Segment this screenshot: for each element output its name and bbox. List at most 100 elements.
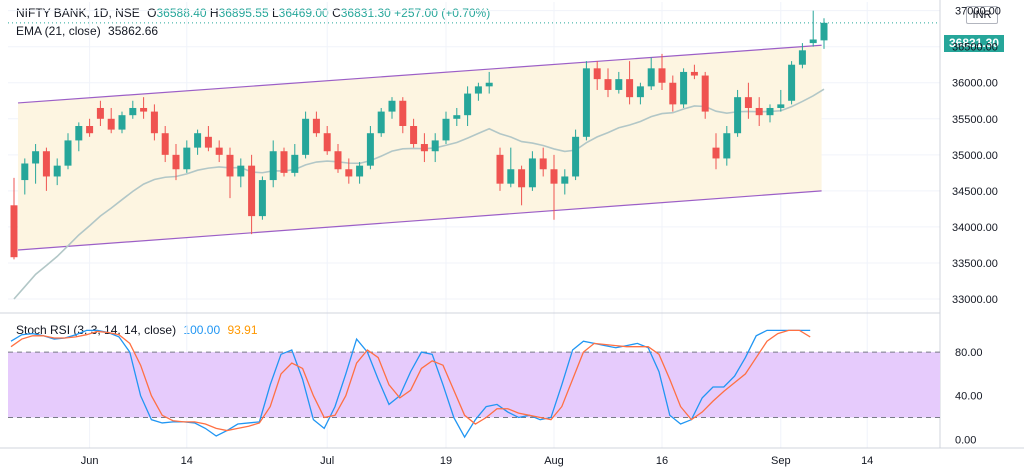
- candle-body: [615, 79, 623, 90]
- candle: [42, 147, 50, 191]
- time-tick-label: Jun: [81, 455, 99, 467]
- candle-body: [215, 147, 223, 155]
- last-price-tag: 36831.30: [944, 35, 1004, 52]
- candle-body: [410, 126, 418, 145]
- ema-label: EMA (21, close): [16, 24, 101, 38]
- candle: [345, 158, 353, 184]
- ema-legend: EMA (21, close) 35862.66: [16, 24, 158, 38]
- stoch-tick-label: 0.00: [955, 434, 976, 446]
- candle-body: [53, 165, 61, 177]
- candle: [777, 89, 785, 112]
- candle: [712, 133, 720, 170]
- candle: [312, 111, 320, 137]
- candle: [183, 140, 191, 173]
- candle-body: [798, 50, 806, 65]
- candle: [723, 126, 731, 166]
- candle-body: [172, 154, 180, 170]
- candle-body: [647, 68, 655, 87]
- stoch-tick-label: 40.00: [955, 391, 983, 403]
- currency-button[interactable]: INR: [966, 6, 998, 24]
- candle-body: [539, 158, 547, 170]
- candle-body: [734, 97, 742, 134]
- candle: [388, 97, 396, 119]
- candle-body: [258, 180, 266, 217]
- candle: [10, 177, 18, 260]
- price-tick-label: 34000.00: [952, 222, 998, 234]
- candle-body: [204, 136, 212, 148]
- ema-line: [13, 88, 825, 300]
- candles: [8, 10, 940, 260]
- candle-body: [453, 115, 461, 119]
- candle-body: [291, 154, 299, 173]
- ema-polyline: [13, 88, 825, 300]
- candle: [820, 18, 828, 49]
- candle: [248, 154, 256, 235]
- candle: [528, 151, 536, 191]
- candle: [593, 61, 601, 90]
- candle: [604, 68, 612, 98]
- candle: [539, 147, 547, 177]
- candle-body: [820, 22, 828, 41]
- price-axis: 33000.00 33500.00 34000.00 34500.00 35000.00…: [952, 6, 1001, 447]
- price-tick-label: 37000.00: [955, 6, 1001, 18]
- candle: [550, 154, 558, 220]
- time-tick-label: Jul: [320, 455, 334, 467]
- candle-body: [399, 100, 407, 126]
- candle: [161, 126, 169, 163]
- symbol-label: NIFTY BANK, 1D, NSE: [16, 6, 140, 20]
- time-tick-label: 14: [181, 455, 193, 467]
- candle: [572, 129, 580, 181]
- stoch-rsi-pane: [8, 329, 940, 439]
- ema-value: 35862.66: [108, 24, 159, 38]
- candle: [107, 107, 115, 134]
- candle: [280, 147, 288, 177]
- candle: [744, 82, 752, 119]
- candle-body: [755, 107, 763, 116]
- open-value: 36588.40: [156, 6, 207, 20]
- candle: [129, 100, 137, 119]
- price-tick-label: 36500.00: [952, 42, 998, 54]
- candle: [626, 61, 634, 105]
- change-value: +257.00 (+0.70%): [394, 6, 491, 20]
- candle: [647, 57, 655, 90]
- candle: [269, 140, 277, 188]
- candle-body: [280, 151, 288, 173]
- candle-body: [86, 126, 94, 134]
- candle-body: [42, 151, 50, 177]
- candle: [377, 107, 385, 137]
- candle: [518, 165, 526, 206]
- candle-body: [10, 205, 18, 258]
- candle: [21, 158, 29, 195]
- candle-body: [21, 163, 29, 181]
- candle-body: [150, 111, 158, 134]
- price-tick-label: 36000.00: [952, 78, 998, 90]
- candle: [399, 97, 407, 134]
- candle-body: [701, 75, 709, 112]
- candle: [226, 147, 234, 199]
- candle: [410, 118, 418, 148]
- candle: [140, 97, 148, 119]
- open-label: O: [147, 6, 157, 20]
- candle: [507, 147, 515, 188]
- high-value: 36895.55: [218, 6, 269, 20]
- candle-body: [518, 169, 526, 188]
- candle-body: [485, 82, 493, 87]
- candle: [302, 111, 310, 159]
- time-tick-label: 19: [440, 455, 452, 467]
- candle: [204, 126, 212, 152]
- candle-body: [669, 82, 677, 105]
- candle: [118, 111, 126, 134]
- candle: [788, 61, 796, 105]
- stoch-tick-label: 80.00: [955, 347, 983, 359]
- candle: [431, 133, 439, 163]
- candle-body: [118, 115, 126, 130]
- candle: [485, 71, 493, 94]
- candle-body: [604, 79, 612, 90]
- candle-body: [777, 104, 785, 108]
- candle-body: [388, 100, 396, 112]
- candle: [237, 158, 245, 188]
- price-channel: [17, 44, 822, 251]
- price-tick-label: 33500.00: [952, 258, 998, 270]
- candle-body: [32, 151, 40, 164]
